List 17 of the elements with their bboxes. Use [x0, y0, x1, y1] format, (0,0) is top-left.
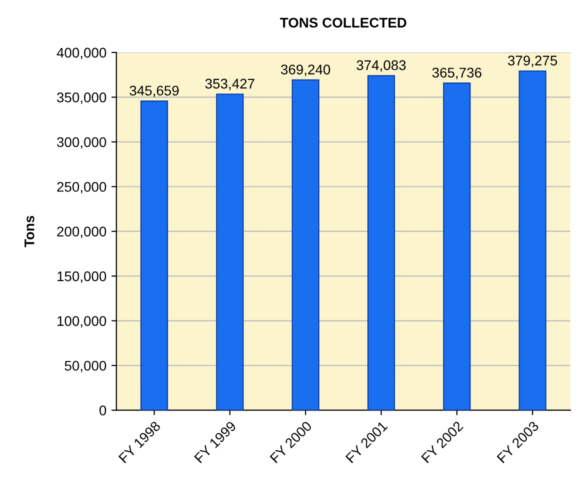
- y-tick-label: 50,000: [64, 360, 106, 372]
- y-tick-label: 100,000: [58, 316, 106, 328]
- y-tick-label: 300,000: [57, 137, 106, 149]
- y-tick-label: 250,000: [57, 182, 106, 194]
- data-label: 379,275: [508, 56, 558, 68]
- y-tick-label: 200,000: [57, 226, 106, 238]
- y-axis-title: Tons: [24, 216, 34, 248]
- data-label: 369,240: [280, 64, 330, 76]
- data-label: 353,427: [205, 78, 254, 90]
- chart-title: TONS COLLECTED: [280, 18, 406, 28]
- y-tick-label: 400,000: [56, 48, 106, 60]
- data-label: 374,083: [356, 60, 406, 72]
- y-tick-label: 0: [99, 406, 106, 416]
- y-tick-label: 150,000: [58, 271, 106, 283]
- data-label: 365,736: [432, 68, 482, 80]
- y-tick-label: 350,000: [57, 92, 106, 104]
- data-label: 345,659: [130, 86, 179, 98]
